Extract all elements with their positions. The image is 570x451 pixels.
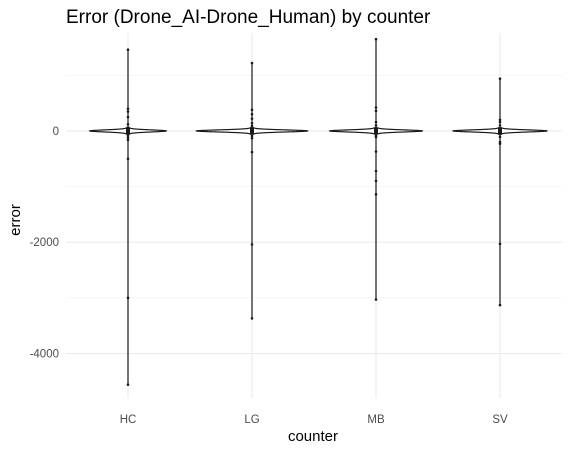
data-point: [126, 134, 130, 137]
data-point: [498, 118, 502, 122]
data-point: [374, 124, 378, 127]
data-point: [498, 124, 502, 127]
data-point: [250, 136, 254, 140]
data-point: [498, 77, 502, 80]
data-point: [250, 317, 254, 320]
y-axis-title: error: [7, 204, 24, 236]
data-point: [374, 298, 378, 301]
data-point: [374, 150, 378, 153]
data-point: [374, 120, 378, 124]
data-point: [250, 124, 254, 128]
data-point: [126, 136, 130, 139]
data-point: [250, 108, 254, 112]
y-tick-label: 0: [53, 126, 59, 138]
data-point: [374, 179, 378, 183]
data-point: [126, 110, 130, 113]
data-point: [498, 120, 502, 124]
data-point: [126, 126, 130, 129]
y-tick-label: -2000: [30, 237, 59, 249]
x-tick-label: HC: [120, 414, 137, 426]
data-point: [126, 122, 130, 126]
violin-series: [88, 37, 548, 386]
x-axis-ticks: HC LG MB SV: [120, 414, 508, 426]
data-point: [250, 243, 254, 246]
data-point: [250, 150, 254, 154]
data-point: [250, 112, 254, 116]
data-point: [126, 296, 130, 300]
data-point: [250, 121, 254, 125]
chart-title: Error (Drone_AI-Drone_Human) by counter: [66, 7, 431, 28]
data-point: [126, 138, 130, 142]
data-point: [374, 131, 378, 135]
data-point: [250, 131, 254, 135]
data-point: [126, 48, 130, 51]
data-point: [374, 135, 378, 139]
data-point: [374, 169, 378, 173]
x-tick-label: LG: [244, 414, 259, 426]
violin-LG: [195, 61, 309, 320]
data-point: [498, 132, 502, 136]
y-tick-label: -4000: [30, 348, 59, 360]
data-point: [498, 142, 502, 146]
violin-HC: [88, 48, 168, 386]
data-point: [374, 109, 378, 113]
data-point: [498, 303, 502, 307]
violin-core: [126, 127, 130, 135]
data-point: [126, 383, 130, 386]
data-point: [250, 117, 254, 120]
y-axis-ticks: -4000 -2000 0: [30, 126, 59, 361]
data-point: [498, 242, 502, 246]
grid-lines: [66, 33, 562, 398]
violin-core: [250, 127, 254, 135]
x-tick-label: SV: [492, 414, 508, 426]
data-point: [250, 127, 254, 131]
data-point: [250, 61, 254, 65]
data-point: [498, 135, 502, 139]
violin-core: [498, 127, 502, 135]
data-point: [126, 131, 130, 134]
violin-core: [374, 127, 378, 135]
data-point: [126, 107, 130, 110]
x-axis-title: counter: [288, 428, 338, 445]
data-point: [126, 157, 130, 161]
x-tick-label: MB: [367, 414, 385, 426]
violin-SV: [452, 77, 548, 307]
data-point: [498, 127, 502, 131]
data-point: [374, 193, 378, 196]
data-point: [250, 134, 254, 138]
data-point: [374, 106, 378, 109]
data-point: [126, 115, 130, 119]
data-point: [374, 37, 378, 41]
violin-MB: [328, 37, 424, 301]
